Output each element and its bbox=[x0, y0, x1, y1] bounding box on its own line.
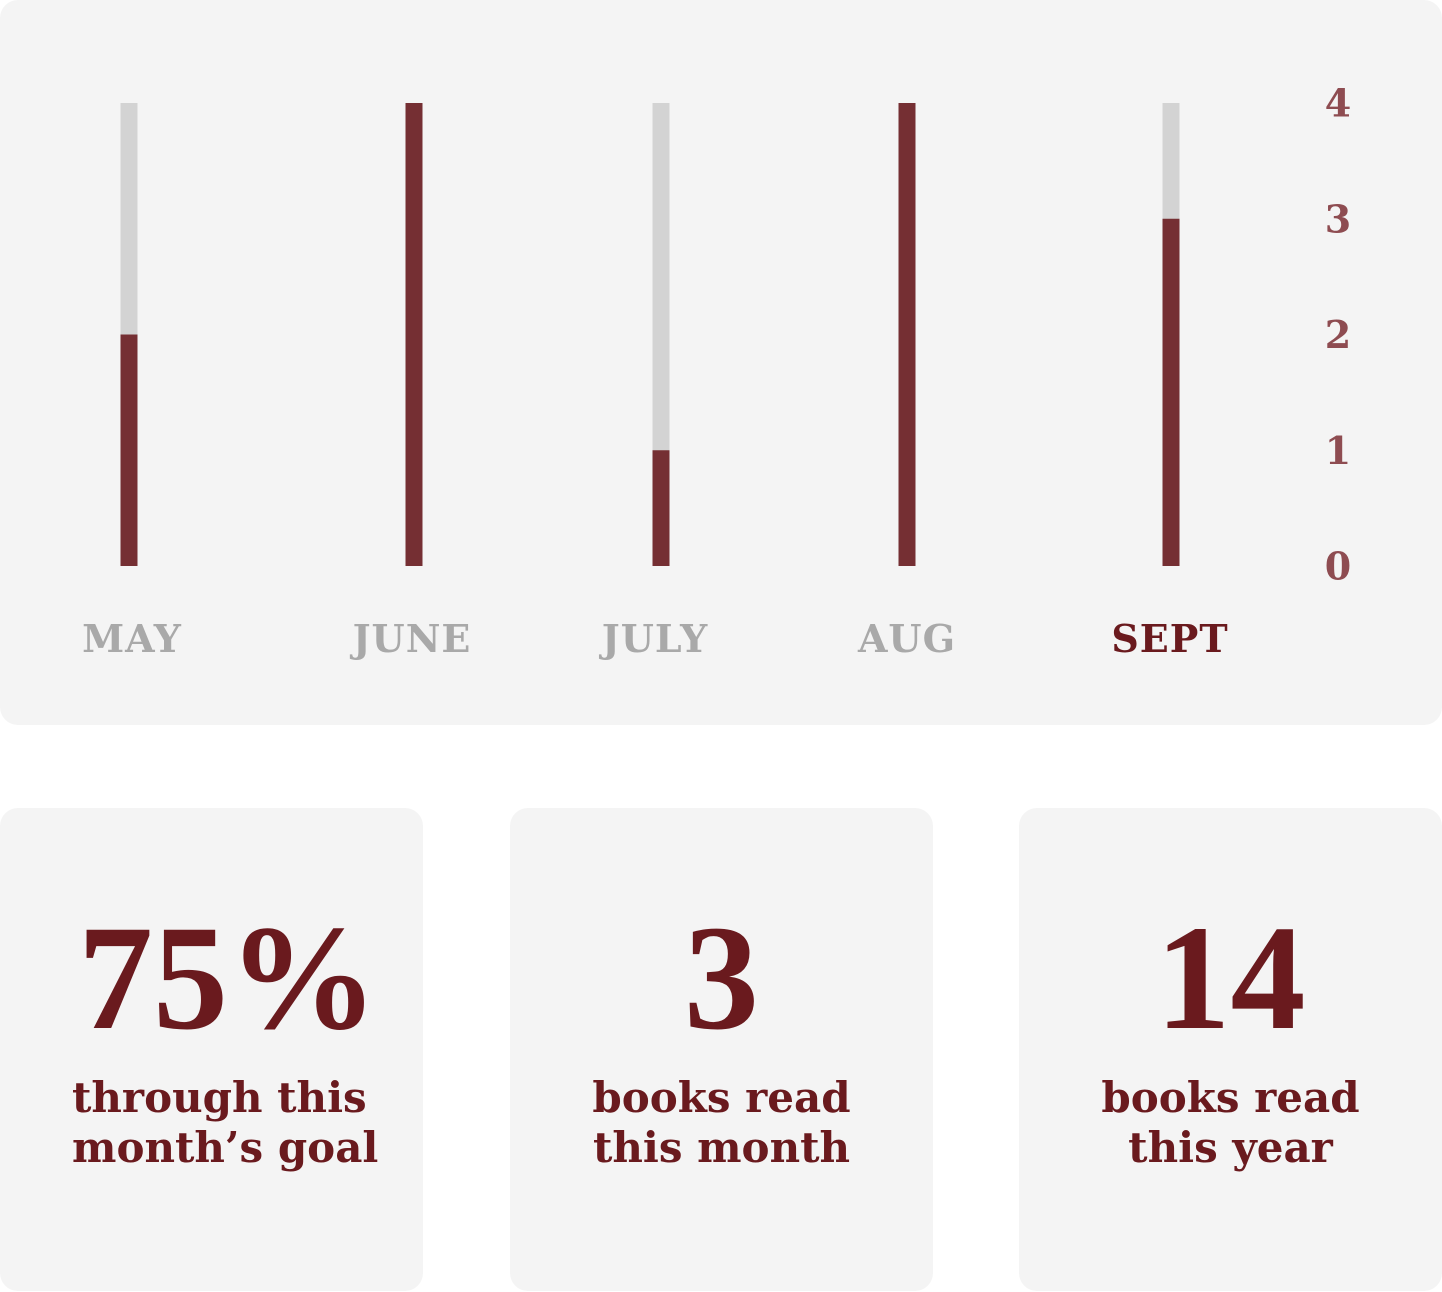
y-tick-label-3: 3 bbox=[1325, 196, 1351, 241]
month-label-july: JULY bbox=[599, 616, 709, 661]
goal-progress-caption: through this month’s goal bbox=[72, 1073, 378, 1173]
y-tick-label-1: 1 bbox=[1325, 428, 1351, 473]
goal-caption-line-1: through this bbox=[72, 1073, 367, 1122]
books-this-year-caption: books read this year bbox=[1019, 1073, 1442, 1173]
bar-june bbox=[405, 103, 423, 566]
y-tick-label-2: 2 bbox=[1325, 312, 1351, 357]
books-this-month-value: 3 bbox=[684, 895, 759, 1061]
goal-progress-value: 75% bbox=[78, 895, 378, 1061]
bar-may bbox=[120, 334, 138, 566]
month-label-sept: SEPT bbox=[1111, 616, 1228, 661]
year-caption-line-2: this year bbox=[1128, 1123, 1333, 1172]
bar-sept bbox=[1162, 218, 1180, 566]
books-this-year-value: 14 bbox=[1155, 895, 1306, 1061]
month-caption-line-1: books read bbox=[592, 1073, 851, 1122]
reading-chart-panel: MAY JUNE JULY AUG SEPT 0 1 2 3 4 bbox=[0, 0, 1442, 725]
books-this-month-card: 3 books read this month bbox=[510, 808, 933, 1291]
y-tick-label-0: 0 bbox=[1325, 544, 1351, 589]
year-caption-line-1: books read bbox=[1101, 1073, 1360, 1122]
books-this-month-caption: books read this month bbox=[510, 1073, 933, 1173]
month-label-may: MAY bbox=[82, 616, 182, 661]
month-label-june: JUNE bbox=[350, 616, 472, 661]
books-this-year-card: 14 books read this year bbox=[1019, 808, 1442, 1291]
bar-aug bbox=[898, 103, 916, 566]
goal-caption-line-2: month’s goal bbox=[72, 1123, 379, 1172]
y-tick-label-4: 4 bbox=[1325, 81, 1351, 126]
month-caption-line-2: this month bbox=[592, 1123, 851, 1172]
goal-progress-card: 75% through this month’s goal bbox=[0, 808, 423, 1291]
month-label-aug: AUG bbox=[857, 616, 956, 661]
bar-july bbox=[652, 450, 670, 566]
monthly-books-chart: MAY JUNE JULY AUG SEPT 0 1 2 3 4 bbox=[82, 81, 1351, 662]
